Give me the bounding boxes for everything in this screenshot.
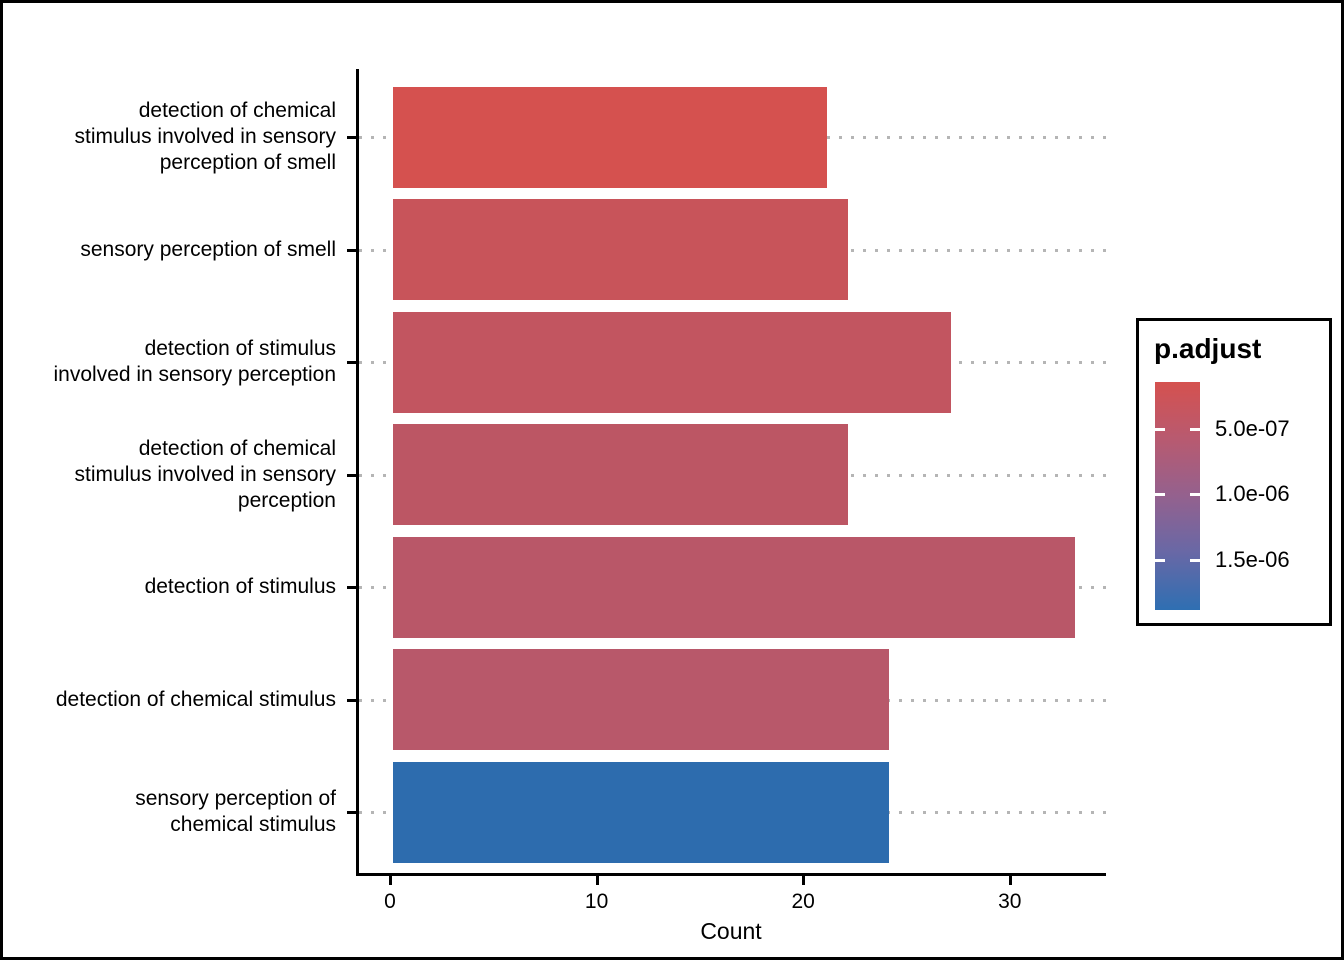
plot-panel [347,69,1106,876]
y-axis-label: detection of chemical stimulus involved … [74,436,336,512]
x-axis-tick-label: 0 [384,890,396,913]
legend-tick-label: 1.5e-06 [1215,547,1290,573]
y-axis-tick [347,136,356,139]
bar [393,424,848,525]
x-axis-tick-label: 20 [791,890,815,913]
y-axis-label: sensory perception of chemical stimulus [135,787,336,836]
legend-title: p.adjust [1154,333,1262,364]
bar [393,536,1075,638]
bar [393,761,889,863]
bar [393,311,951,413]
y-axis-label: detection of chemical stimulus involved … [74,99,336,174]
x-axis-tick-label: 30 [998,890,1022,913]
x-axis-tick-label: 10 [584,890,609,913]
x-axis-title: Count [700,918,762,944]
y-axis-label: detection of stimulus involved in sensor… [53,337,337,386]
legend-tick-mark [1155,427,1165,431]
legend-tick-mark [1190,559,1200,563]
x-axis-tick [389,876,392,885]
x-axis-tick [1008,876,1012,885]
legend-tick-label: 5.0e-07 [1215,415,1290,441]
bar [393,199,848,300]
y-axis-label: detection of stimulus [144,575,336,598]
legend-box: p.adjust 5.0e-07 1.0e-06 1.5e-06 [1136,318,1332,626]
bar [393,86,827,188]
legend-tick-mark [1190,493,1200,497]
x-axis-tick [802,876,806,885]
y-axis-label: detection of chemical stimulus [55,687,336,711]
legend-tick-label: 1.0e-06 [1215,481,1290,507]
y-axis-tick [347,698,356,702]
legend-tick-mark [1155,559,1165,563]
y-axis-tick [347,811,356,814]
legend-tick-mark [1155,493,1165,497]
y-axis-tick [347,248,356,252]
y-axis-label: sensory perception of smell [80,237,336,261]
bar [393,649,889,750]
x-axis-tick [595,876,599,885]
y-axis-tick [347,361,356,364]
y-axis-tick [347,586,356,589]
y-axis-tick [347,473,356,477]
legend-tick-mark [1190,427,1200,431]
